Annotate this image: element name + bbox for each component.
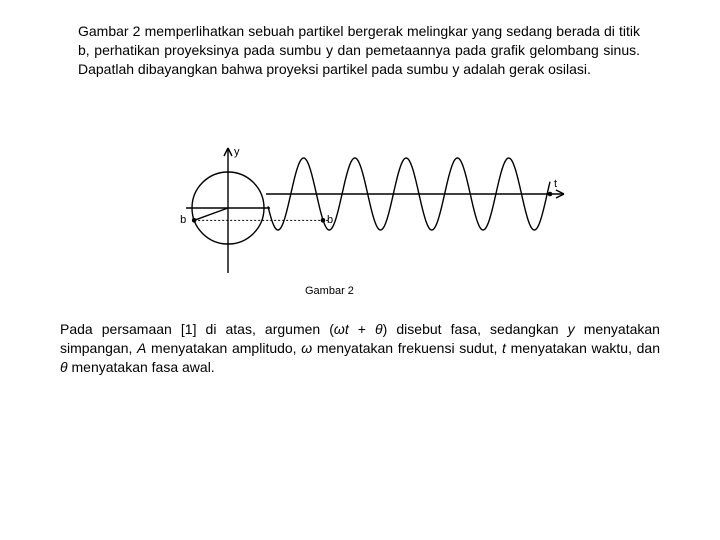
page: Gambar 2 memperlihatkan sebuah partikel … [0, 0, 720, 540]
b-label-wave: b [327, 214, 333, 226]
figure-2: y t b b [150, 138, 570, 288]
figure-caption: Gambar 2 [305, 285, 354, 297]
p2-l2e: menyatakan fasa awal. [68, 359, 215, 375]
plus-text: + [349, 321, 375, 337]
p2-l2b: menyatakan amplitudo, [146, 340, 301, 356]
p2-l2d: menyatakan waktu, dan [506, 340, 660, 356]
paragraph-2: Pada persamaan [1] di atas, argumen (ωt … [60, 320, 660, 377]
b-label-circle: b [180, 214, 186, 226]
A-symbol: A [137, 340, 146, 356]
figure-svg [150, 138, 570, 288]
paragraph-1: Gambar 2 memperlihatkan sebuah partikel … [78, 22, 640, 79]
theta-symbol-2: θ [60, 359, 68, 375]
omega-symbol-2: ω [301, 340, 312, 356]
p2-l2c: menyatakan frekuensi sudut, [312, 340, 502, 356]
y-symbol: y [568, 321, 575, 337]
p2-post1: ) disebut fasa, sedangkan [383, 321, 568, 337]
omega-symbol-1: ω [334, 321, 345, 337]
y-axis-label: y [234, 146, 240, 158]
t-axis-label: t [554, 178, 557, 190]
p2-pre: Pada persamaan [1] di atas, argumen ( [60, 321, 334, 337]
theta-symbol-1: θ [375, 321, 383, 337]
